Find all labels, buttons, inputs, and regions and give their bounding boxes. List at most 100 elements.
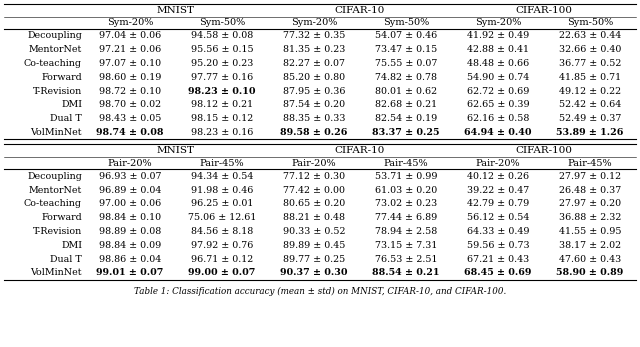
Text: 87.95 ± 0.36: 87.95 ± 0.36 <box>283 87 345 96</box>
Text: 98.23 ± 0.10: 98.23 ± 0.10 <box>188 87 256 96</box>
Text: Co-teaching: Co-teaching <box>24 200 82 209</box>
Text: 82.54 ± 0.19: 82.54 ± 0.19 <box>375 114 437 123</box>
Text: 38.17 ± 2.02: 38.17 ± 2.02 <box>559 241 621 250</box>
Text: 58.90 ± 0.89: 58.90 ± 0.89 <box>556 268 623 277</box>
Text: 97.92 ± 0.76: 97.92 ± 0.76 <box>191 241 253 250</box>
Text: 52.42 ± 0.64: 52.42 ± 0.64 <box>559 100 621 109</box>
Text: 75.55 ± 0.07: 75.55 ± 0.07 <box>375 59 437 68</box>
Text: 99.01 ± 0.07: 99.01 ± 0.07 <box>96 268 164 277</box>
Text: 98.60 ± 0.19: 98.60 ± 0.19 <box>99 73 161 82</box>
Text: Pair-20%: Pair-20% <box>292 159 336 168</box>
Text: 98.84 ± 0.09: 98.84 ± 0.09 <box>99 241 161 250</box>
Text: 95.56 ± 0.15: 95.56 ± 0.15 <box>191 45 253 54</box>
Text: Forward: Forward <box>41 73 82 82</box>
Text: 97.00 ± 0.06: 97.00 ± 0.06 <box>99 200 161 209</box>
Text: Dual T: Dual T <box>51 114 82 123</box>
Text: Sym-50%: Sym-50% <box>383 18 429 27</box>
Text: 54.90 ± 0.74: 54.90 ± 0.74 <box>467 73 529 82</box>
Text: 88.54 ± 0.21: 88.54 ± 0.21 <box>372 268 440 277</box>
Text: 98.15 ± 0.12: 98.15 ± 0.12 <box>191 114 253 123</box>
Text: CIFAR-10: CIFAR-10 <box>335 146 385 155</box>
Text: 98.86 ± 0.04: 98.86 ± 0.04 <box>99 255 161 264</box>
Text: 96.71 ± 0.12: 96.71 ± 0.12 <box>191 255 253 264</box>
Text: 82.27 ± 0.07: 82.27 ± 0.07 <box>283 59 345 68</box>
Text: 98.84 ± 0.10: 98.84 ± 0.10 <box>99 213 161 222</box>
Text: Decoupling: Decoupling <box>27 172 82 181</box>
Text: 84.56 ± 8.18: 84.56 ± 8.18 <box>191 227 253 236</box>
Text: Pair-20%: Pair-20% <box>108 159 152 168</box>
Text: Decoupling: Decoupling <box>27 31 82 40</box>
Text: 36.77 ± 0.52: 36.77 ± 0.52 <box>559 59 621 68</box>
Text: 73.02 ± 0.23: 73.02 ± 0.23 <box>375 200 437 209</box>
Text: 90.37 ± 0.30: 90.37 ± 0.30 <box>280 268 348 277</box>
Text: MNIST: MNIST <box>157 6 195 15</box>
Text: VolMinNet: VolMinNet <box>31 268 82 277</box>
Text: 41.55 ± 0.95: 41.55 ± 0.95 <box>559 227 621 236</box>
Text: CIFAR-10: CIFAR-10 <box>335 6 385 15</box>
Text: Pair-45%: Pair-45% <box>568 159 612 168</box>
Text: 62.16 ± 0.58: 62.16 ± 0.58 <box>467 114 529 123</box>
Text: Sym-50%: Sym-50% <box>567 18 613 27</box>
Text: Sym-20%: Sym-20% <box>107 18 153 27</box>
Text: 97.04 ± 0.06: 97.04 ± 0.06 <box>99 31 161 40</box>
Text: 89.77 ± 0.25: 89.77 ± 0.25 <box>283 255 345 264</box>
Text: DMI: DMI <box>61 241 82 250</box>
Text: 61.03 ± 0.20: 61.03 ± 0.20 <box>375 186 437 195</box>
Text: 80.65 ± 0.20: 80.65 ± 0.20 <box>283 200 345 209</box>
Text: 73.15 ± 7.31: 73.15 ± 7.31 <box>375 241 437 250</box>
Text: 56.12 ± 0.54: 56.12 ± 0.54 <box>467 213 529 222</box>
Text: 53.89 ± 1.26: 53.89 ± 1.26 <box>556 128 624 137</box>
Text: 62.72 ± 0.69: 62.72 ± 0.69 <box>467 87 529 96</box>
Text: 96.89 ± 0.04: 96.89 ± 0.04 <box>99 186 161 195</box>
Text: 82.68 ± 0.21: 82.68 ± 0.21 <box>375 100 437 109</box>
Text: 90.33 ± 0.52: 90.33 ± 0.52 <box>283 227 345 236</box>
Text: 52.49 ± 0.37: 52.49 ± 0.37 <box>559 114 621 123</box>
Text: Dual T: Dual T <box>51 255 82 264</box>
Text: Pair-20%: Pair-20% <box>476 159 520 168</box>
Text: 94.34 ± 0.54: 94.34 ± 0.54 <box>191 172 253 181</box>
Text: 48.48 ± 0.66: 48.48 ± 0.66 <box>467 59 529 68</box>
Text: 89.58 ± 0.26: 89.58 ± 0.26 <box>280 128 348 137</box>
Text: 96.93 ± 0.07: 96.93 ± 0.07 <box>99 172 161 181</box>
Text: 59.56 ± 0.73: 59.56 ± 0.73 <box>467 241 529 250</box>
Text: MentorNet: MentorNet <box>29 186 82 195</box>
Text: 81.35 ± 0.23: 81.35 ± 0.23 <box>283 45 345 54</box>
Text: MNIST: MNIST <box>157 146 195 155</box>
Text: 26.48 ± 0.37: 26.48 ± 0.37 <box>559 186 621 195</box>
Text: 47.60 ± 0.43: 47.60 ± 0.43 <box>559 255 621 264</box>
Text: 54.07 ± 0.46: 54.07 ± 0.46 <box>375 31 437 40</box>
Text: 97.77 ± 0.16: 97.77 ± 0.16 <box>191 73 253 82</box>
Text: 88.21 ± 0.48: 88.21 ± 0.48 <box>283 213 345 222</box>
Text: 42.88 ± 0.41: 42.88 ± 0.41 <box>467 45 529 54</box>
Text: 32.66 ± 0.40: 32.66 ± 0.40 <box>559 45 621 54</box>
Text: 77.44 ± 6.89: 77.44 ± 6.89 <box>375 213 437 222</box>
Text: 64.94 ± 0.40: 64.94 ± 0.40 <box>464 128 532 137</box>
Text: 75.06 ± 12.61: 75.06 ± 12.61 <box>188 213 256 222</box>
Text: 76.53 ± 2.51: 76.53 ± 2.51 <box>375 255 437 264</box>
Text: 87.54 ± 0.20: 87.54 ± 0.20 <box>283 100 345 109</box>
Text: 27.97 ± 0.12: 27.97 ± 0.12 <box>559 172 621 181</box>
Text: 88.35 ± 0.33: 88.35 ± 0.33 <box>283 114 345 123</box>
Text: Sym-20%: Sym-20% <box>475 18 521 27</box>
Text: 98.72 ± 0.10: 98.72 ± 0.10 <box>99 87 161 96</box>
Text: T-Revision: T-Revision <box>33 227 82 236</box>
Text: 42.79 ± 0.79: 42.79 ± 0.79 <box>467 200 529 209</box>
Text: 78.94 ± 2.58: 78.94 ± 2.58 <box>375 227 437 236</box>
Text: 40.12 ± 0.26: 40.12 ± 0.26 <box>467 172 529 181</box>
Text: CIFAR-100: CIFAR-100 <box>515 146 573 155</box>
Text: 77.32 ± 0.35: 77.32 ± 0.35 <box>283 31 345 40</box>
Text: 67.21 ± 0.43: 67.21 ± 0.43 <box>467 255 529 264</box>
Text: 64.33 ± 0.49: 64.33 ± 0.49 <box>467 227 529 236</box>
Text: 94.58 ± 0.08: 94.58 ± 0.08 <box>191 31 253 40</box>
Text: 80.01 ± 0.62: 80.01 ± 0.62 <box>375 87 437 96</box>
Text: 89.89 ± 0.45: 89.89 ± 0.45 <box>283 241 345 250</box>
Text: Sym-50%: Sym-50% <box>199 18 245 27</box>
Text: Sym-20%: Sym-20% <box>291 18 337 27</box>
Text: DMI: DMI <box>61 100 82 109</box>
Text: 68.45 ± 0.69: 68.45 ± 0.69 <box>464 268 532 277</box>
Text: MentorNet: MentorNet <box>29 45 82 54</box>
Text: CIFAR-100: CIFAR-100 <box>515 6 573 15</box>
Text: Table 1: Classification accuracy (mean ± std) on MNIST, CIFAR-10, and CIFAR-100.: Table 1: Classification accuracy (mean ±… <box>134 287 506 296</box>
Text: 85.20 ± 0.80: 85.20 ± 0.80 <box>283 73 345 82</box>
Text: 73.47 ± 0.15: 73.47 ± 0.15 <box>375 45 437 54</box>
